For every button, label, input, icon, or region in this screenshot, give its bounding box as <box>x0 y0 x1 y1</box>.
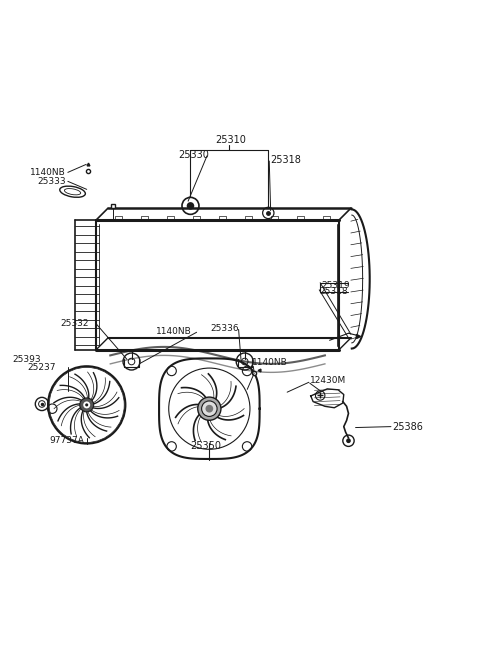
Text: 25386: 25386 <box>392 422 423 432</box>
Circle shape <box>202 401 217 417</box>
Circle shape <box>198 397 221 420</box>
Text: 25318: 25318 <box>271 154 301 165</box>
Circle shape <box>85 403 88 407</box>
Text: 25330: 25330 <box>179 150 210 160</box>
Text: 25393: 25393 <box>12 355 41 364</box>
Text: 25319: 25319 <box>321 281 350 290</box>
Text: 25318: 25318 <box>319 287 348 296</box>
Text: 1140NB: 1140NB <box>252 358 288 367</box>
Text: 97737A: 97737A <box>49 436 84 445</box>
Text: 25310: 25310 <box>216 135 246 145</box>
Circle shape <box>346 438 351 443</box>
Circle shape <box>187 202 194 210</box>
Text: 25237: 25237 <box>28 363 56 372</box>
Text: 25333: 25333 <box>37 177 66 186</box>
Circle shape <box>83 401 90 409</box>
Text: 25350: 25350 <box>191 442 221 451</box>
Circle shape <box>205 405 213 413</box>
Circle shape <box>80 398 94 412</box>
Text: 12430M: 12430M <box>310 376 346 385</box>
Text: 25332: 25332 <box>61 319 89 328</box>
Text: 25336: 25336 <box>211 324 240 333</box>
Text: 1140NB: 1140NB <box>156 327 192 336</box>
Text: 1140NB: 1140NB <box>30 168 66 177</box>
